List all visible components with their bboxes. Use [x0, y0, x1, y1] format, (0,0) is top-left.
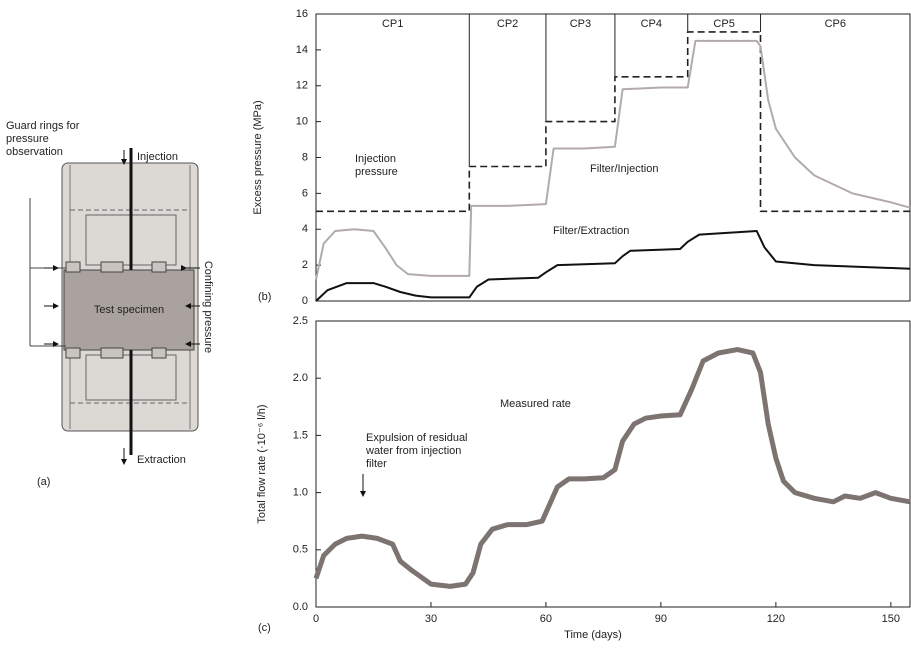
phase-label: CP1 [382, 18, 403, 30]
series-line [315, 39, 911, 280]
guard-ring [100, 261, 124, 273]
phase-label: CP2 [497, 18, 518, 30]
x-tick-label: 30 [425, 613, 437, 625]
y-tick-label: 14 [296, 44, 308, 56]
diagram-label: Injection [137, 151, 178, 163]
diagram-label: Guard rings for pressure observation [6, 120, 98, 159]
x-tick-label: 0 [313, 613, 319, 625]
y-axis-label: Total flow rate (·10⁻⁶ l/h) [256, 404, 268, 523]
y-axis-label: Excess pressure (MPa) [252, 100, 264, 214]
y-tick-label: 12 [296, 80, 308, 92]
y-tick-label: 2.5 [293, 315, 308, 327]
diagram-label: Test specimen [94, 304, 164, 316]
series-line [316, 31, 910, 213]
x-tick-label: 120 [767, 613, 785, 625]
guard-ring [65, 261, 81, 273]
guard-ring [151, 347, 167, 359]
y-tick-label: 0.5 [293, 544, 308, 556]
y-tick-label: 6 [302, 187, 308, 199]
series-annotation: Injection pressure [355, 153, 423, 179]
x-axis-label: Time (days) [564, 629, 622, 641]
series-annotation: Measured rate [500, 398, 571, 411]
series-annotation: Filter/Extraction [553, 225, 630, 238]
guard-ring [65, 347, 81, 359]
plot-frame [315, 320, 911, 608]
y-tick-label: 1.5 [293, 429, 308, 441]
y-tick-label: 4 [302, 223, 308, 235]
y-tick-label: 16 [296, 8, 308, 20]
x-tick-label: 60 [540, 613, 552, 625]
series-line [315, 230, 911, 302]
specimen [63, 269, 195, 351]
diagram: Injection Extraction Test specimen Confi… [29, 148, 214, 488]
y-tick-label: 10 [296, 116, 308, 128]
phase-label: CP4 [641, 18, 662, 30]
diagram-label: Extraction [137, 454, 186, 466]
phase-label: CP5 [713, 18, 734, 30]
series-line [313, 347, 911, 589]
x-tick-label: 150 [882, 613, 900, 625]
phase-label: CP6 [825, 18, 846, 30]
guard-ring [151, 261, 167, 273]
y-tick-label: 0 [302, 295, 308, 307]
panel-label: (a) [37, 476, 50, 488]
y-tick-label: 2 [302, 259, 308, 271]
diagram-label: Confining pressure [202, 261, 214, 353]
y-tick-label: 1.0 [293, 487, 308, 499]
panel-label: (c) [258, 622, 271, 634]
y-tick-label: 2.0 [293, 372, 308, 384]
y-tick-label: 0.0 [293, 601, 308, 613]
panel-label: (b) [258, 291, 271, 303]
x-tick-label: 90 [655, 613, 667, 625]
series-annotation: Filter/Injection [590, 163, 659, 176]
y-tick-label: 8 [302, 151, 308, 163]
annotation: Expulsion of residual water from injecti… [366, 432, 478, 471]
guard-ring [100, 347, 124, 359]
phase-label: CP3 [570, 18, 591, 30]
